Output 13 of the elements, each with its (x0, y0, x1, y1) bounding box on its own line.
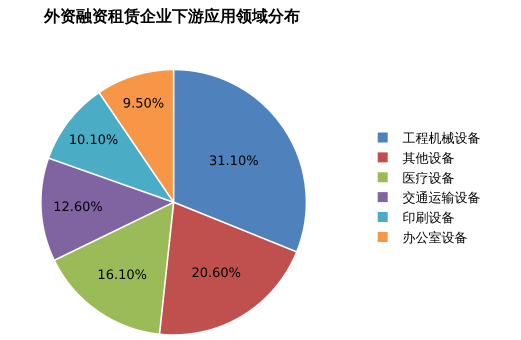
legend-label: 交通运输设备 (402, 190, 481, 206)
legend-label: 其他设备 (402, 151, 455, 166)
chart-title: 外资融资租赁企业下游应用领域分布 (42, 6, 300, 26)
legend-label: 印刷设备 (402, 211, 455, 226)
data-label: 31.10% (209, 154, 259, 170)
data-label: 20.60% (191, 266, 242, 281)
data-label: 12.60% (53, 200, 103, 216)
legend-label: 医疗设备 (402, 171, 455, 186)
legend-label: 办公室设备 (402, 230, 468, 246)
data-label: 16.10% (97, 268, 147, 283)
legend-label: 工程机械设备 (402, 132, 481, 147)
data-label: 10.10% (68, 132, 118, 148)
data-label: 9.50% (122, 96, 164, 112)
